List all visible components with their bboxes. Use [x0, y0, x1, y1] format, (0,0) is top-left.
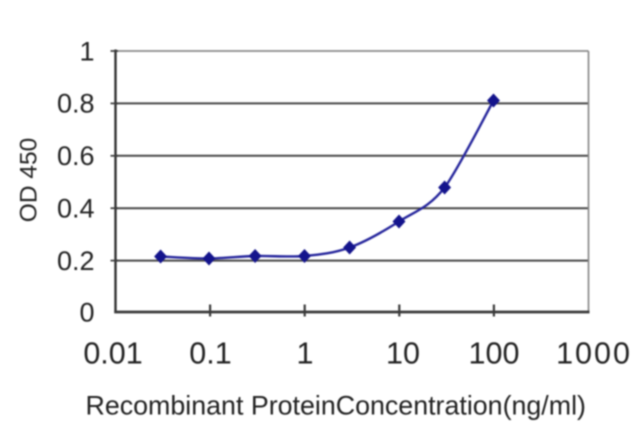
svg-text:0.2: 0.2: [57, 246, 95, 276]
svg-text:1: 1: [79, 36, 94, 66]
svg-text:0.8: 0.8: [57, 89, 95, 119]
svg-text:0: 0: [79, 297, 94, 327]
svg-text:0.6: 0.6: [57, 141, 95, 171]
svg-text:OD 450: OD 450: [16, 138, 43, 222]
svg-text:0.01: 0.01: [83, 337, 142, 371]
svg-text:Recombinant ProteinConcentrati: Recombinant ProteinConcentration(ng/ml): [86, 391, 586, 421]
svg-text:100: 100: [469, 337, 520, 371]
svg-text:1: 1: [297, 337, 314, 371]
svg-text:0.4: 0.4: [57, 194, 95, 224]
svg-text:1000: 1000: [556, 337, 632, 371]
svg-text:0.1: 0.1: [189, 337, 231, 371]
svg-text:10: 10: [386, 337, 420, 371]
